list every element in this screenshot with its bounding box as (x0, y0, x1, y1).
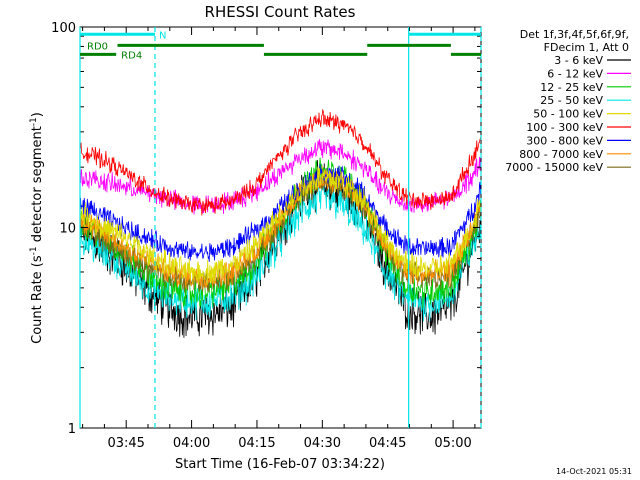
y-axis-label: Count Rate (s-1 detector segment-1) (29, 112, 45, 344)
y-tick-label: 1 (68, 422, 76, 437)
x-tick-label: 03:45 (107, 436, 144, 451)
legend-label-50-100-kev: 50 - 100 keV (533, 108, 603, 121)
legend-label-300-800-kev: 300 - 800 keV (526, 134, 603, 147)
series-25-50-kev (80, 181, 481, 322)
legend-header-line1: Det 1f,3f,4f,5f,6f,9f, (520, 28, 629, 41)
x-tick-label: 04:45 (369, 436, 406, 451)
series-50-100-kev (80, 166, 481, 286)
chart-title: RHESSI Count Rates (205, 3, 356, 21)
x-axis: 03:45 04:00 04:15 04:30 04:45 05:00 (82, 27, 476, 451)
y-axis: 1 10 100 (51, 21, 481, 437)
legend-label-800-7000-kev: 800 - 7000 keV (519, 148, 603, 161)
legend-label-6-12-kev: 6 - 12 keV (547, 67, 603, 80)
y-tick-label: 100 (51, 21, 76, 36)
x-axis-label: Start Time (16-Feb-07 03:34:22) (175, 457, 385, 472)
night-label: N (159, 30, 166, 41)
legend-label-12-25-kev: 12 - 25 keV (540, 81, 603, 94)
series-line-25-50-kev (80, 181, 481, 322)
x-tick-label: 05:00 (434, 436, 471, 451)
legend-label-25-50-kev: 25 - 50 keV (540, 94, 603, 107)
legend-label-7000-15000-kev: 7000 - 15000 keV (505, 161, 603, 174)
x-tick-label: 04:15 (238, 436, 275, 451)
series-line-6-12-kev (80, 138, 481, 215)
y-tick-label: 10 (59, 222, 76, 237)
series-12-25-kev (80, 157, 481, 308)
series-line-50-100-kev (80, 166, 481, 286)
series-100-300-kev (80, 108, 481, 216)
series-300-800-kev (80, 164, 481, 262)
series-6-12-kev (80, 138, 481, 215)
series-line-100-300-kev (80, 108, 481, 216)
legend-label-100-300-kev: 100 - 300 keV (526, 121, 603, 134)
rd0-label: RD0 (87, 41, 108, 52)
rd4-label: RD4 (121, 50, 142, 61)
x-tick-label: 04:00 (173, 436, 210, 451)
legend-header-line2: FDecim 1, Att 0 (544, 41, 629, 54)
series-line-300-800-kev (80, 164, 481, 262)
x-tick-label: 04:30 (304, 436, 341, 451)
timestamp: 14-Oct-2021 05:31 (556, 467, 632, 476)
legend-label-3-6-kev: 3 - 6 keV (554, 54, 603, 67)
series-line-12-25-kev (80, 157, 481, 308)
legend: Det 1f,3f,4f,5f,6f,9f, FDecim 1, Att 0 3… (505, 28, 631, 174)
annotations: N RD0 RD4 (79, 27, 482, 428)
